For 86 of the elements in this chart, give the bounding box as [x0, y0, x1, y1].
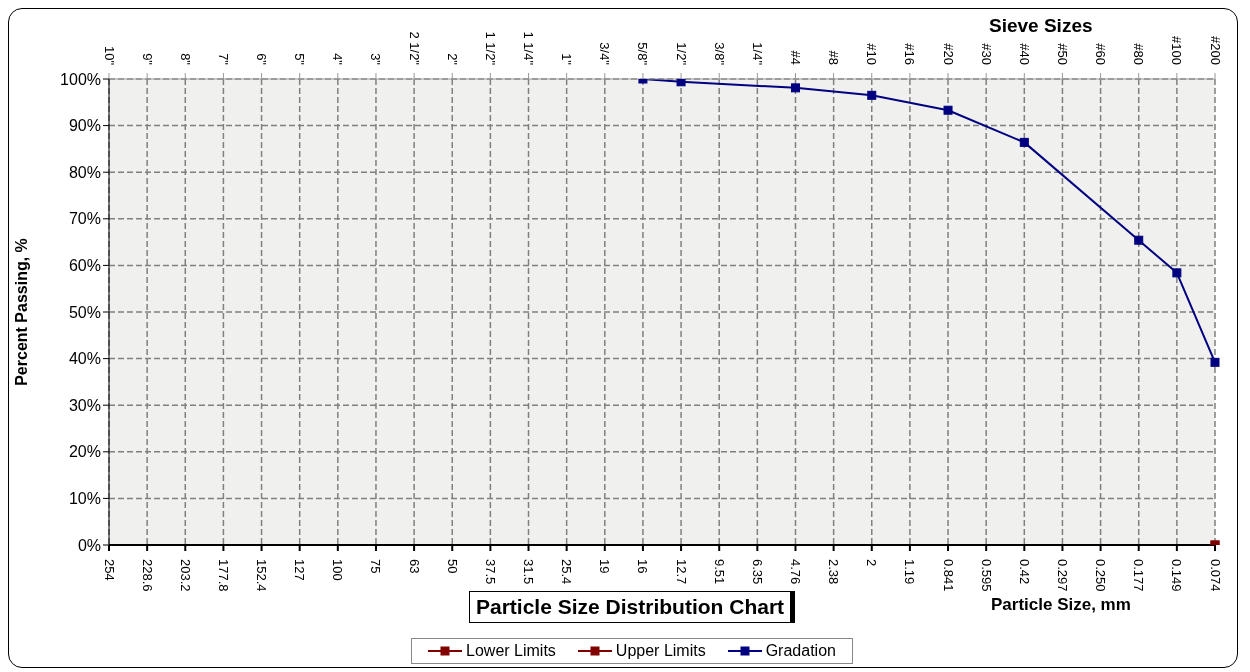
text: 9"	[139, 53, 155, 66]
x-tick-label: 50	[444, 559, 460, 574]
text: #4	[787, 50, 803, 65]
text: #10	[864, 43, 880, 65]
x-tick-label: 127	[292, 559, 308, 581]
x-tick-label: 75	[368, 559, 384, 574]
y-tick-label: 30%	[68, 396, 101, 414]
text: #50	[1054, 43, 1070, 65]
point	[1210, 357, 1220, 367]
x2-axis-title: Sieve Sizes	[989, 15, 1093, 37]
text: #200	[1207, 36, 1223, 65]
x-tick-label: 37.5	[482, 559, 498, 585]
text: 1"	[559, 53, 575, 66]
text: 5/8"	[635, 42, 651, 66]
text: #40	[1016, 43, 1032, 65]
x-tick-label: 100	[330, 559, 346, 581]
text: #80	[1131, 43, 1147, 65]
point	[1019, 137, 1029, 147]
x-tick-label: 1.19	[902, 559, 918, 585]
x-tick-label: 0.149	[1169, 559, 1185, 592]
legend-label: Upper Limits	[614, 642, 706, 660]
x-tick-label: 4.76	[787, 559, 803, 585]
y-tick-label: 20%	[68, 443, 101, 461]
x-tick-label: 2.38	[826, 559, 842, 585]
y-tick-label: 40%	[68, 350, 101, 368]
y-tick-label: 0%	[77, 536, 101, 554]
x-tick-label: 63	[406, 559, 422, 574]
text: #30	[978, 43, 994, 65]
y-tick-label: 70%	[68, 210, 101, 228]
text: 1 1/2"	[482, 31, 498, 66]
text: 2 1/2"	[406, 31, 422, 66]
text: #100	[1169, 36, 1185, 65]
x-axis-title: Particle Size, mm	[991, 595, 1131, 615]
point	[1172, 268, 1182, 278]
x-tick-label: 0.595	[978, 559, 994, 592]
legend-label: Gradation	[764, 642, 836, 660]
x-tick-label: 203.2	[177, 559, 193, 592]
x-tick-label: 12.7	[673, 559, 689, 585]
x-tick-label: 0.841	[940, 559, 956, 592]
text: #8	[826, 50, 842, 65]
text: 8"	[177, 53, 193, 66]
point	[943, 105, 953, 115]
text: #60	[1093, 43, 1109, 65]
text: 2"	[444, 53, 460, 66]
text: 1/2"	[673, 42, 689, 66]
x-tick-label: 228.6	[139, 559, 155, 592]
x-tick-label: 6.35	[749, 559, 765, 585]
x-tick-label: 152.4	[254, 559, 270, 592]
text: 3/4"	[597, 42, 613, 66]
y-tick-label: 10%	[68, 490, 101, 508]
x-tick-label: 25.4	[559, 559, 575, 585]
y-tick-label: 60%	[68, 257, 101, 275]
legend-label: Lower Limits	[465, 642, 556, 660]
text: 3/8"	[711, 42, 727, 66]
x-tick-label: 0.297	[1054, 559, 1070, 592]
point	[790, 83, 800, 93]
y-axis-title: Percent Passing, %	[12, 238, 30, 386]
text: 1 1/4"	[521, 31, 537, 66]
y-tick-label: 90%	[68, 117, 101, 135]
text: Particle Size Distribution Chart	[469, 591, 796, 623]
text: 5"	[292, 53, 308, 66]
text: 1/4"	[749, 42, 765, 66]
x-tick-label: 19	[597, 559, 613, 574]
y-tick-label: 80%	[68, 163, 101, 181]
x-tick-label: 0.074	[1207, 559, 1223, 592]
point	[1134, 235, 1144, 245]
x-tick-label: 0.42	[1016, 559, 1032, 585]
text: #16	[902, 43, 918, 65]
x-tick-label: 0.177	[1131, 559, 1147, 592]
text: 3"	[368, 53, 384, 66]
text: #20	[940, 43, 956, 65]
x-tick-label: 177.8	[215, 559, 231, 592]
text: 7"	[215, 53, 231, 66]
x-tick-label: 254	[101, 559, 117, 581]
x-tick-label: 16	[635, 559, 651, 574]
point	[867, 90, 877, 100]
y-tick-label: 50%	[68, 303, 101, 321]
y-tick-label: 100%	[60, 70, 101, 88]
text: 10"	[101, 45, 117, 66]
point	[676, 79, 686, 87]
x-tick-label: 31.5	[521, 559, 537, 585]
x-tick-label: 0.250	[1093, 559, 1109, 592]
x-tick-label: 2	[864, 559, 880, 567]
text: 6"	[254, 53, 270, 66]
text: 4"	[330, 53, 346, 66]
x-tick-label: 9.51	[711, 559, 727, 585]
